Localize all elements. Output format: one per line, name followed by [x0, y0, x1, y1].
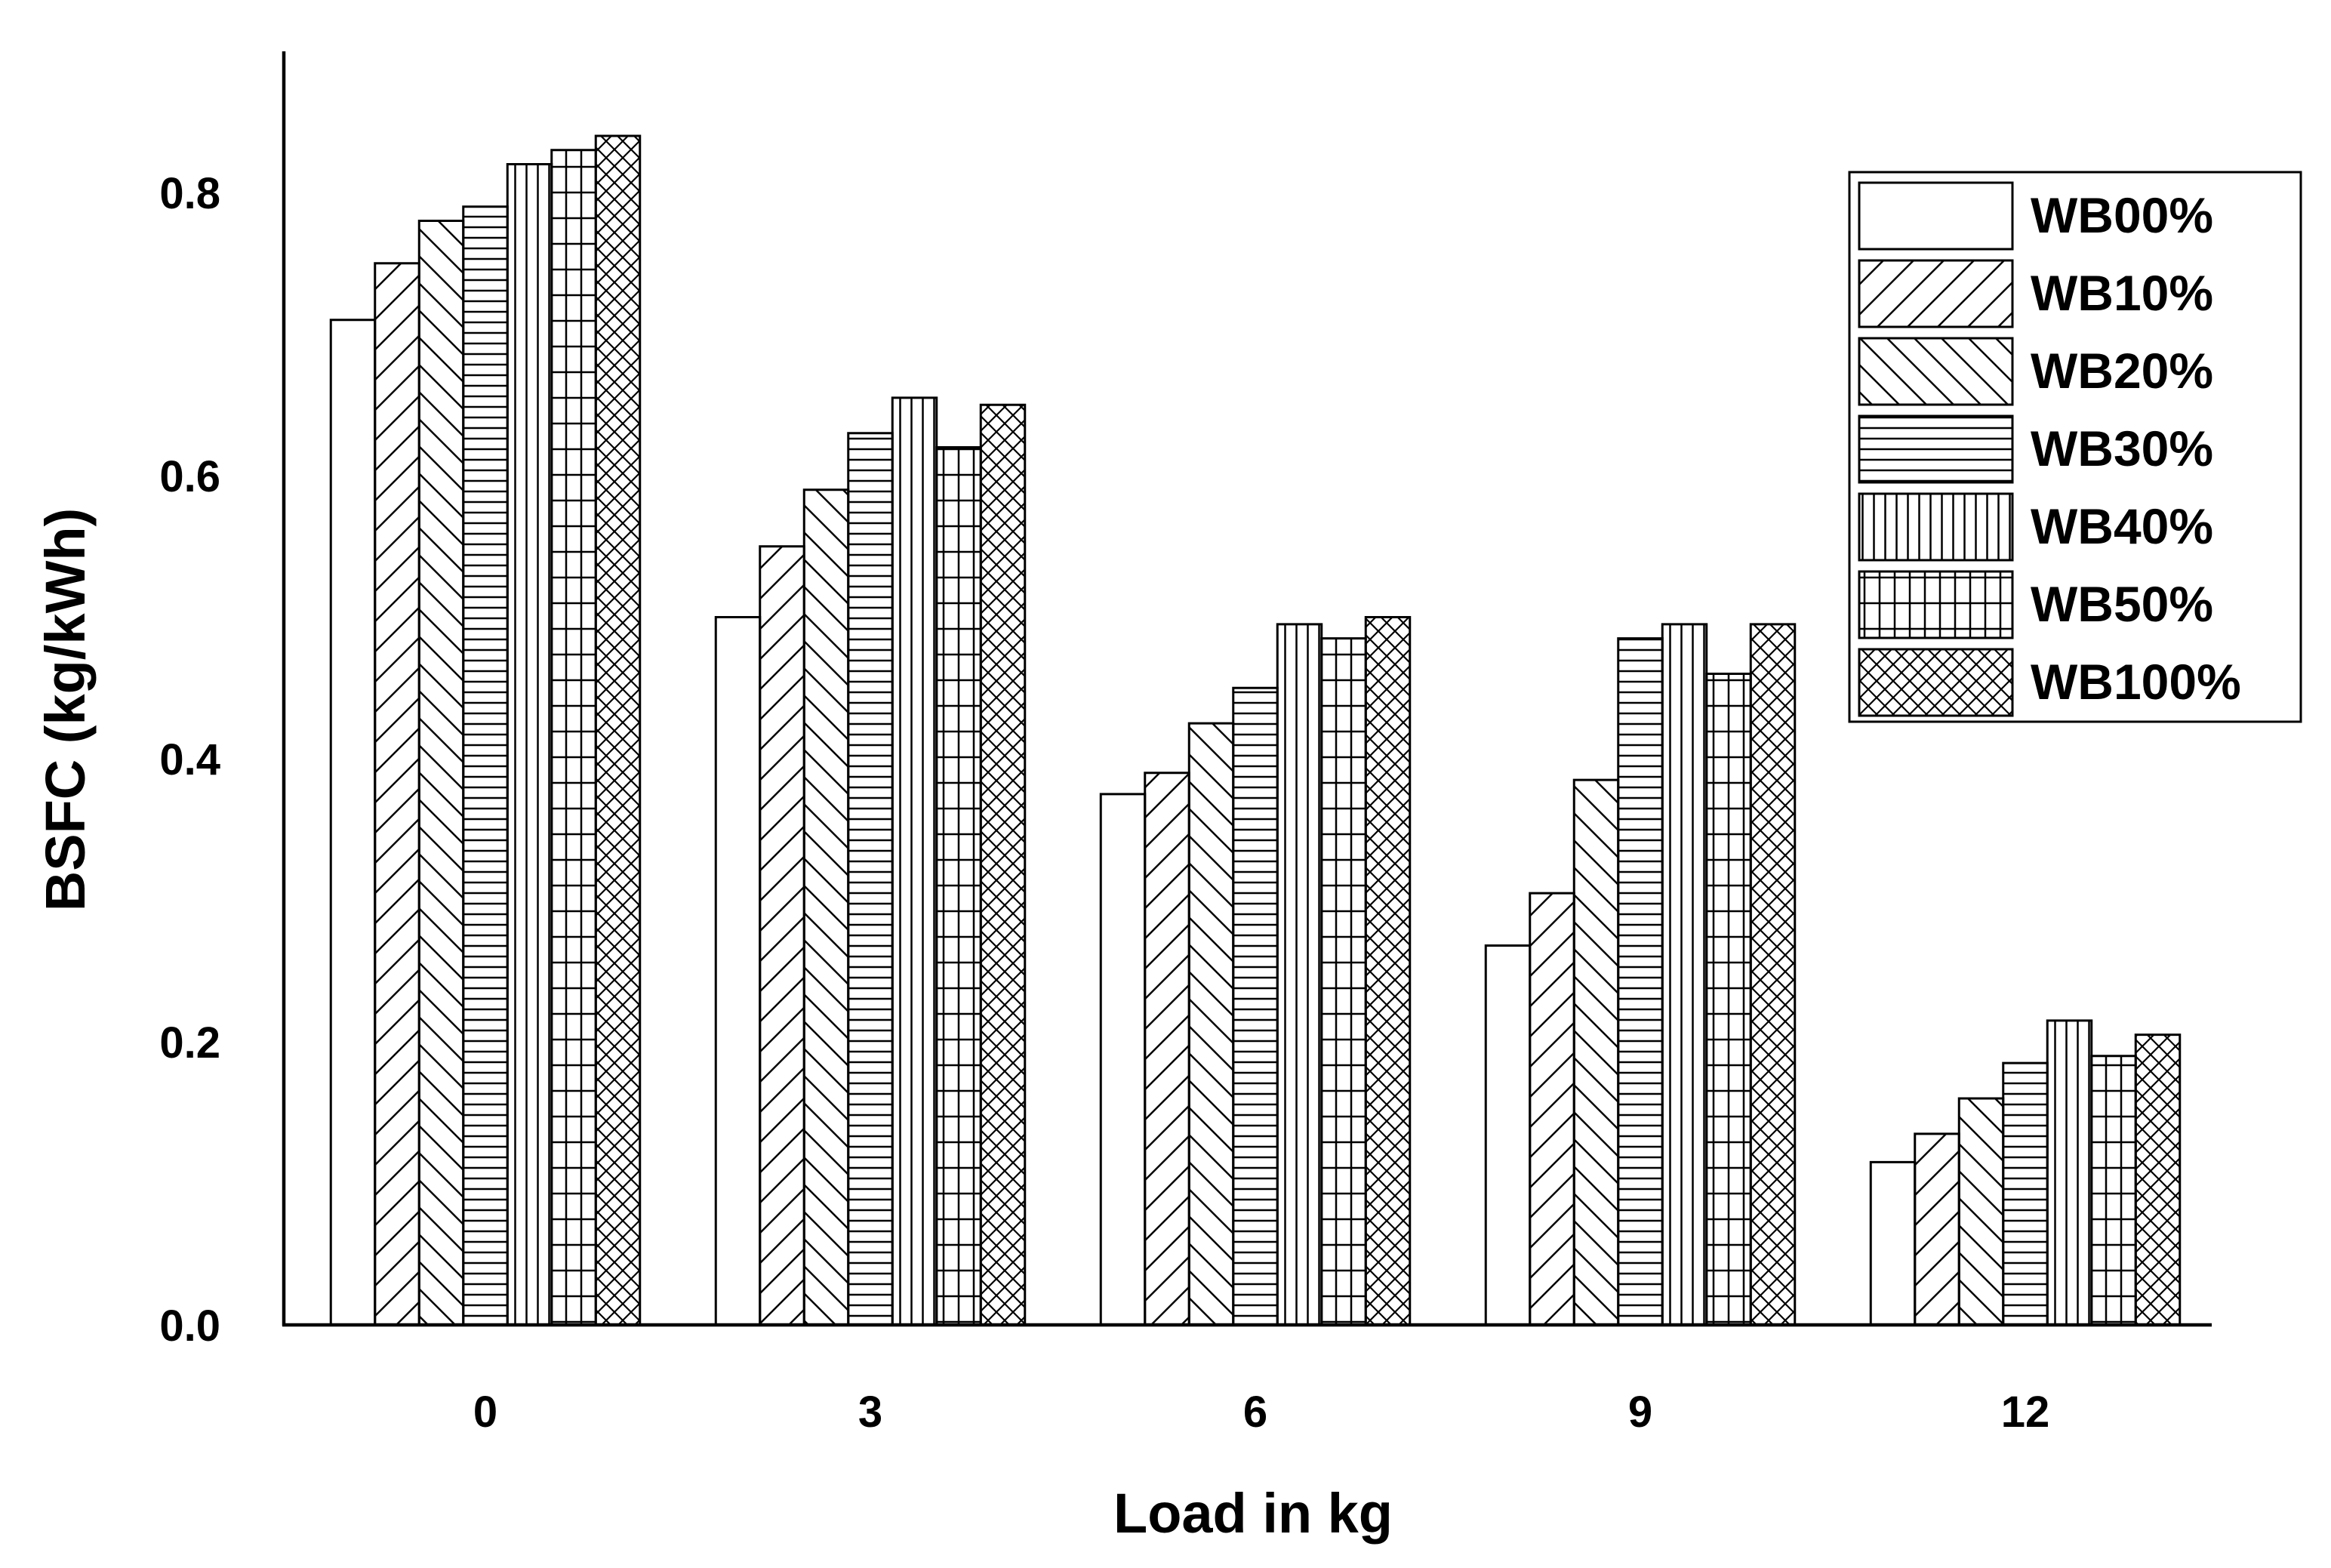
bar-wb00pct-load-0	[329, 319, 377, 1326]
bar-wb100pct-load-12	[2134, 1034, 2182, 1326]
y-tick-label: 0.6	[159, 452, 220, 501]
bar-wb30pct-load-0	[462, 205, 509, 1326]
legend-label: WB00%	[2031, 187, 2213, 243]
y-tick-label: 0.4	[159, 735, 220, 784]
x-tick-label: 0	[473, 1388, 497, 1437]
y-tick-label: 0.0	[159, 1302, 220, 1351]
legend-swatch	[1858, 570, 2014, 639]
bar-wb50pct-load-0	[550, 149, 597, 1326]
legend-label: WB50%	[2031, 576, 2213, 632]
legend-label: WB30%	[2031, 420, 2213, 476]
bar-wb40pct-load-3	[891, 396, 938, 1326]
bar-wb00pct-load-6	[1099, 793, 1147, 1326]
y-axis-label: BSFC (kg/kWh)	[34, 508, 97, 911]
legend-label: WB40%	[2031, 498, 2213, 554]
legend: WB00% WB10% WB20% WB30% WB40% WB50% WB100%	[1848, 171, 2302, 723]
bar-wb20pct-load-6	[1187, 722, 1235, 1326]
bar-wb40pct-load-0	[506, 163, 553, 1326]
bar-wb40pct-load-9	[1661, 623, 1708, 1326]
bar-wb30pct-load-3	[847, 432, 894, 1326]
x-tick-label: 6	[1243, 1388, 1267, 1437]
axes-layer: 0.0 0.2 0.4 0.6 0.8 0 3 6 9 12	[159, 51, 2212, 1437]
legend-swatch	[1858, 259, 2014, 328]
bar-wb20pct-load-3	[802, 488, 850, 1326]
legend-label: WB10%	[2031, 265, 2213, 321]
bar-wb100pct-load-9	[1749, 623, 1797, 1326]
bar-wb00pct-load-12	[1869, 1160, 1917, 1326]
bar-wb50pct-load-9	[1705, 673, 1752, 1326]
legend-swatch	[1858, 648, 2014, 717]
bar-wb10pct-load-3	[759, 545, 805, 1326]
bar-wb40pct-load-6	[1276, 623, 1323, 1326]
x-axis-label: Load in kg	[1113, 1482, 1393, 1545]
bar-wb20pct-load-0	[417, 220, 465, 1326]
bar-wb00pct-load-9	[1484, 944, 1532, 1326]
x-tick-label: 9	[1628, 1388, 1652, 1437]
y-tick-label: 0.2	[159, 1018, 220, 1067]
bar-wb20pct-load-12	[1957, 1097, 2005, 1326]
bar-wb20pct-load-9	[1572, 778, 1620, 1326]
bar-wb40pct-load-12	[2046, 1019, 2093, 1326]
legend-swatch	[1858, 492, 2014, 562]
bar-wb10pct-load-12	[1914, 1132, 1960, 1326]
x-tick-label: 12	[2001, 1388, 2050, 1437]
legend-swatch	[1858, 181, 2014, 251]
bar-wb10pct-load-0	[374, 262, 420, 1326]
bar-wb50pct-load-3	[935, 446, 982, 1326]
legend-swatch	[1858, 337, 2014, 406]
bar-wb30pct-load-9	[1617, 637, 1664, 1326]
bar-wb10pct-load-6	[1144, 772, 1190, 1326]
bar-wb50pct-load-12	[2090, 1055, 2137, 1326]
bar-wb10pct-load-9	[1529, 892, 1575, 1326]
legend-label: WB20%	[2031, 343, 2213, 399]
bar-wb00pct-load-3	[714, 616, 762, 1326]
bar-wb30pct-load-6	[1232, 686, 1279, 1326]
bar-wb50pct-load-6	[1320, 637, 1367, 1326]
x-tick-label: 3	[858, 1388, 882, 1437]
bar-wb100pct-load-0	[594, 134, 642, 1326]
bar-wb100pct-load-3	[979, 403, 1027, 1326]
legend-label: WB100%	[2031, 654, 2241, 710]
bar-wb30pct-load-12	[2002, 1061, 2049, 1326]
legend-swatch	[1858, 414, 2014, 484]
y-tick-label: 0.8	[159, 169, 220, 218]
bars-layer	[329, 134, 2182, 1326]
bar-wb100pct-load-6	[1364, 616, 1412, 1326]
